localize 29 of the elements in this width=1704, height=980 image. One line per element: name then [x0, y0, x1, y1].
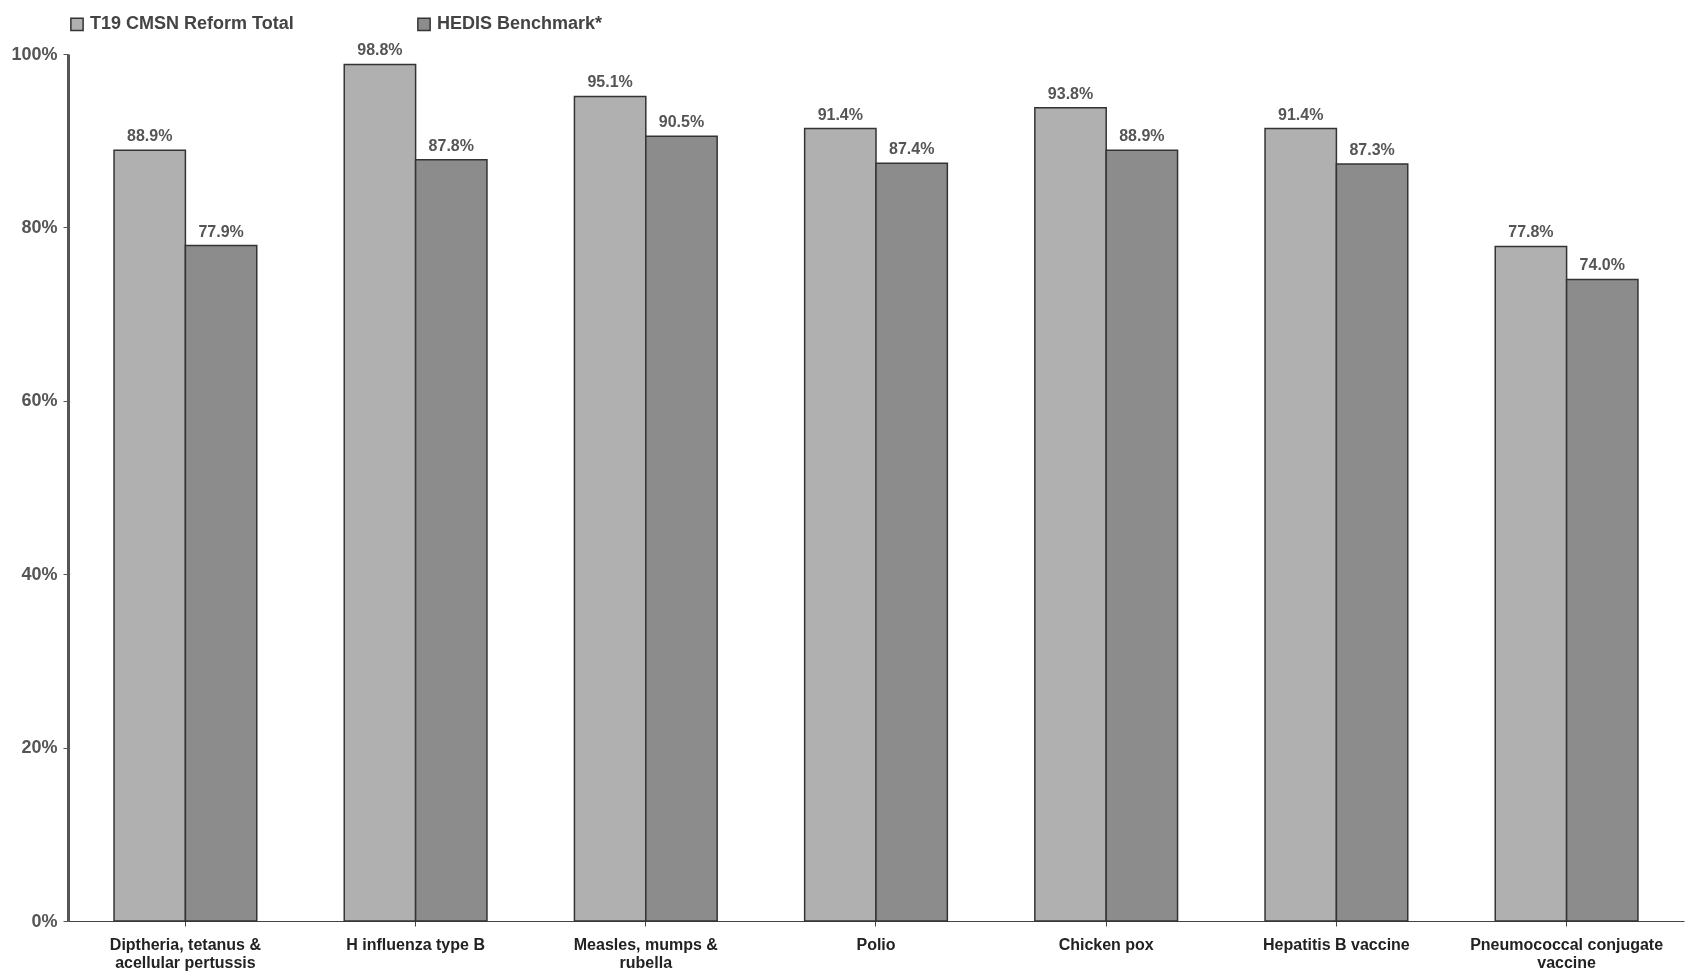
- y-tick-label: 0%: [31, 910, 58, 931]
- y-tick-label: 60%: [21, 390, 58, 411]
- data-label: 91.4%: [1278, 105, 1324, 123]
- legend-label: HEDIS Benchmark*: [437, 13, 603, 34]
- y-tick-label: 100%: [11, 43, 58, 64]
- legend-label: T19 CMSN Reform Total: [90, 13, 294, 34]
- data-label: 87.8%: [428, 136, 474, 154]
- x-tick-label: Chicken pox: [1058, 935, 1154, 953]
- data-label: 74.0%: [1579, 256, 1625, 274]
- data-label: 88.9%: [127, 127, 173, 145]
- data-label: 77.9%: [198, 222, 244, 240]
- x-tick-label: Hepatitis B vaccine: [1263, 935, 1410, 953]
- data-label: 91.4%: [817, 105, 864, 123]
- data-label: 77.8%: [1508, 223, 1554, 241]
- data-label: 98.8%: [357, 41, 403, 59]
- y-tick-label: 40%: [21, 563, 58, 584]
- data-label: 87.4%: [888, 140, 935, 158]
- data-label: 88.9%: [1119, 127, 1165, 145]
- x-tick-label: Measles, mumps & rubella: [573, 935, 719, 971]
- x-tick-label: H influenza type B: [346, 935, 485, 953]
- data-label: 90.5%: [658, 113, 705, 131]
- y-tick-label: 80%: [21, 216, 58, 237]
- x-tick-label: Diptheria, tetanus & acellular pertussis: [109, 935, 262, 971]
- data-label: 87.3%: [1349, 141, 1395, 159]
- x-tick-label: Polio: [856, 935, 896, 953]
- data-label: 93.8%: [1047, 84, 1094, 102]
- data-label: 95.1%: [587, 73, 633, 91]
- x-tick-label: Pneumococcal conjugate vaccine: [1470, 935, 1664, 971]
- y-tick-label: 20%: [21, 737, 58, 758]
